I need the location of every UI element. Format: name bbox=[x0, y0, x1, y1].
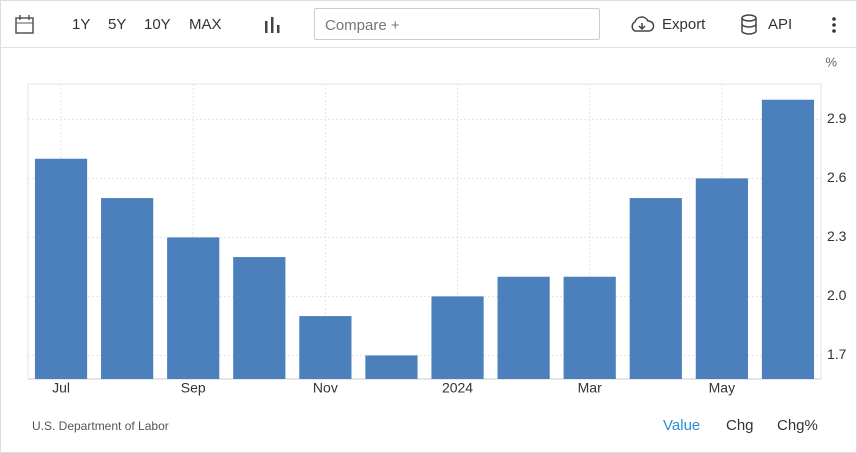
tab-chg-pct[interactable]: Chg% bbox=[777, 417, 818, 434]
range-max[interactable]: MAX bbox=[189, 16, 222, 33]
compare-input[interactable]: Compare + bbox=[314, 8, 600, 40]
tab-chg[interactable]: Chg bbox=[726, 417, 754, 434]
bar bbox=[167, 237, 220, 379]
y-tick-label: 2.3 bbox=[827, 228, 847, 244]
api-icon[interactable] bbox=[740, 14, 758, 36]
export-button[interactable]: Export bbox=[662, 16, 706, 33]
calendar-icon[interactable] bbox=[15, 15, 35, 35]
range-10y[interactable]: 10Y bbox=[144, 16, 171, 33]
x-tick-label: Jul bbox=[52, 380, 70, 396]
bar bbox=[299, 316, 352, 379]
x-tick-label: Sep bbox=[181, 380, 206, 396]
menu-icon[interactable] bbox=[830, 16, 838, 34]
y-tick-label: 1.7 bbox=[827, 346, 847, 362]
bar bbox=[563, 276, 616, 379]
bar bbox=[101, 198, 154, 379]
source: U.S. Department of Labor bbox=[32, 419, 169, 433]
chart-type-icon[interactable] bbox=[263, 16, 281, 34]
toolbar: 1Y 5Y 10Y MAX Compare + Export API bbox=[1, 1, 856, 48]
y-tick-label: 2.0 bbox=[827, 287, 847, 303]
x-tick-label: Mar bbox=[578, 380, 602, 396]
tab-value[interactable]: Value bbox=[663, 417, 701, 434]
range-5y[interactable]: 5Y bbox=[108, 16, 127, 33]
x-tick-label: 2024 bbox=[442, 380, 473, 396]
x-tick-label: May bbox=[709, 380, 735, 396]
api-button[interactable]: API bbox=[768, 16, 793, 33]
range-1y[interactable]: 1Y bbox=[72, 16, 91, 33]
y-tick-label: 2.9 bbox=[827, 110, 847, 126]
bar bbox=[365, 355, 418, 379]
bar bbox=[695, 178, 748, 379]
bar bbox=[761, 99, 815, 379]
export-icon[interactable] bbox=[629, 15, 655, 35]
bar bbox=[34, 158, 88, 379]
y-tick-label: 2.6 bbox=[827, 169, 847, 185]
bar bbox=[497, 276, 550, 379]
y-unit: % bbox=[825, 54, 837, 69]
bar bbox=[629, 198, 682, 379]
x-tick-label: Nov bbox=[313, 380, 338, 396]
bar bbox=[233, 257, 286, 379]
bar bbox=[431, 296, 484, 379]
